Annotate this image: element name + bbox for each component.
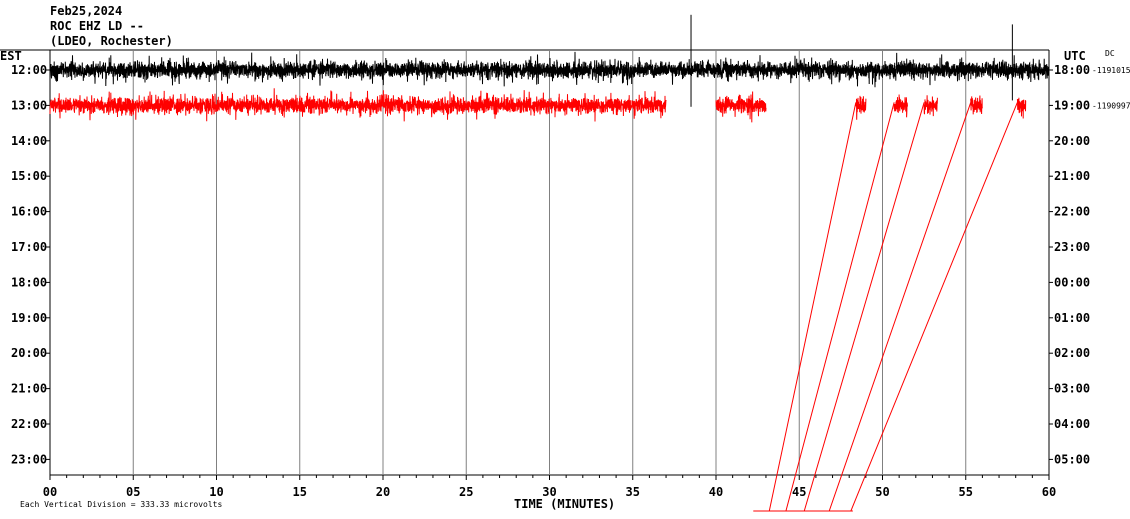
connector-line-4 — [850, 102, 1018, 512]
est-hour-label: 21:00 — [11, 382, 47, 396]
connector-line-1 — [785, 102, 895, 512]
x-tick-label-50: 50 — [875, 485, 889, 499]
est-hour-label: 20:00 — [11, 346, 47, 360]
x-tick-label-60: 60 — [1042, 485, 1056, 499]
trace-red-segment-2 — [855, 95, 867, 120]
chart-title-network: (LDEO, Rochester) — [50, 34, 173, 48]
utc-hour-label: 18:00 — [1054, 63, 1090, 77]
x-tick-label-55: 55 — [959, 485, 973, 499]
x-axis-title: TIME (MINUTES) — [514, 497, 615, 511]
x-tick-label-30: 30 — [542, 485, 556, 499]
x-tick-label-40: 40 — [709, 485, 723, 499]
utc-hour-label: 21:00 — [1054, 169, 1090, 183]
trace-red-segment-3 — [893, 94, 908, 118]
chart-title-station: ROC EHZ LD -- — [50, 19, 144, 33]
utc-hour-label: 05:00 — [1054, 452, 1090, 466]
utc-hour-label: 01:00 — [1054, 311, 1090, 325]
est-hour-label: 12:00 — [11, 63, 47, 77]
left-axis-label: EST — [0, 49, 22, 63]
est-hour-label: 15:00 — [11, 169, 47, 183]
trace-black-segment-0 — [49, 51, 1050, 88]
vertical-gridlines — [132, 50, 967, 475]
right-axis-label: UTC — [1064, 49, 1086, 63]
dc-offset-label: -1191015 — [1092, 66, 1130, 75]
est-hour-label: 13:00 — [11, 98, 47, 112]
trace-red-segment-1 — [715, 91, 767, 123]
trace-red-segment-5 — [970, 95, 983, 115]
x-tick-label-05: 05 — [126, 485, 140, 499]
plot-frame — [0, 49, 1053, 480]
trace-red-segment-4 — [923, 95, 938, 117]
x-tick-label-20: 20 — [376, 485, 390, 499]
connector-lines — [753, 102, 1018, 512]
axis-labels: 00 05 10 15 20 25 30 35 40 45 50 55 60 12:00 18:00 13:0… — [11, 63, 1130, 499]
x-tick-label-10: 10 — [209, 485, 223, 499]
utc-hour-label: 23:00 — [1054, 240, 1090, 254]
utc-hour-label: 04:00 — [1054, 417, 1090, 431]
chart-title-date: Feb25,2024 — [50, 4, 122, 18]
connector-line-0 — [768, 102, 857, 512]
x-tick-label-00: 00 — [43, 485, 57, 499]
dc-label: DC — [1105, 49, 1115, 58]
est-hour-label: 19:00 — [11, 311, 47, 325]
x-tick-label-15: 15 — [293, 485, 307, 499]
dc-offset-label: -1190997 — [1092, 101, 1130, 110]
est-hour-label: 22:00 — [11, 417, 47, 431]
x-tick-label-45: 45 — [792, 485, 806, 499]
seismic-traces — [49, 14, 1050, 123]
utc-hour-label: 19:00 — [1054, 98, 1090, 112]
x-tick-label-25: 25 — [459, 485, 473, 499]
utc-hour-label: 00:00 — [1054, 275, 1090, 289]
trace-red-segment-0 — [49, 88, 667, 122]
x-tick-label-35: 35 — [626, 485, 640, 499]
utc-hour-label: 02:00 — [1054, 346, 1090, 360]
connector-line-2 — [803, 102, 925, 512]
est-hour-label: 18:00 — [11, 275, 47, 289]
trace-red-segment-6 — [1016, 97, 1027, 119]
est-hour-label: 23:00 — [11, 452, 47, 466]
footer-scale-note: Each Vertical Division = 333.33 microvol… — [20, 500, 222, 509]
utc-hour-label: 22:00 — [1054, 205, 1090, 219]
est-hour-label: 16:00 — [11, 205, 47, 219]
utc-hour-label: 03:00 — [1054, 382, 1090, 396]
est-hour-label: 14:00 — [11, 134, 47, 148]
est-hour-label: 17:00 — [11, 240, 47, 254]
connector-line-3 — [828, 102, 972, 512]
utc-hour-label: 20:00 — [1054, 134, 1090, 148]
